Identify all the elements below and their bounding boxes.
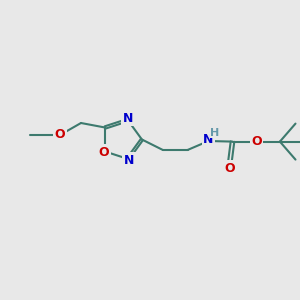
Text: O: O xyxy=(251,135,262,148)
Text: H: H xyxy=(211,128,220,138)
Text: N: N xyxy=(203,133,214,146)
Text: O: O xyxy=(98,146,109,159)
Text: O: O xyxy=(55,128,65,142)
Text: O: O xyxy=(224,161,235,175)
Text: N: N xyxy=(124,154,134,166)
Text: N: N xyxy=(123,112,133,125)
